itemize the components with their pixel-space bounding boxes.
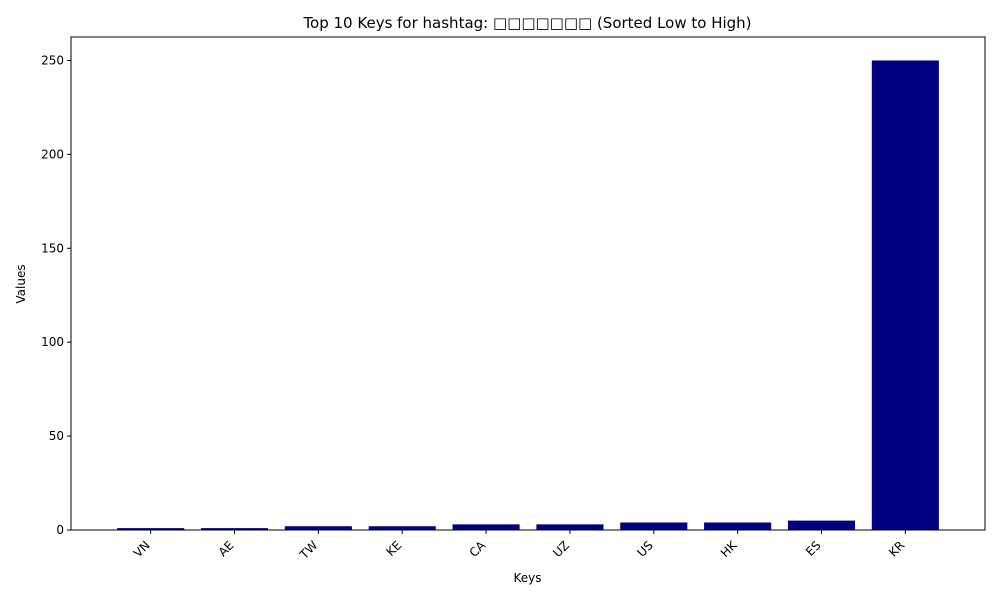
x-tick-label-ke: KE bbox=[384, 538, 405, 559]
y-tick-label: 50 bbox=[49, 429, 64, 443]
y-tick-label: 100 bbox=[41, 335, 64, 349]
plot-area: 0 50 100 150 200 250 VN AE TW KE CA UZ US HK ES KR bbox=[41, 36, 986, 562]
bar-ke bbox=[368, 526, 436, 530]
y-tick-label: 250 bbox=[41, 53, 64, 67]
y-tick-label: 150 bbox=[41, 241, 64, 255]
x-tick-label-es: ES bbox=[803, 538, 824, 559]
y-tick-label: 0 bbox=[56, 523, 64, 537]
y-tick-label: 200 bbox=[41, 147, 64, 161]
x-tick-label-kr: KR bbox=[886, 538, 907, 559]
x-tick-label-tw: TW bbox=[296, 538, 320, 562]
x-tick-label-us: US bbox=[634, 538, 656, 560]
bar-ae bbox=[200, 528, 269, 530]
x-axis-label: Keys bbox=[513, 571, 541, 585]
axes-frame bbox=[70, 36, 986, 531]
bar-us bbox=[620, 522, 688, 530]
bar-kr bbox=[871, 60, 939, 530]
x-tick-label-uz: UZ bbox=[550, 538, 572, 560]
y-axis-label: Values bbox=[14, 264, 28, 303]
bar-ca bbox=[452, 524, 520, 530]
bar-es bbox=[787, 520, 856, 530]
x-tick-label-vn: VN bbox=[131, 538, 153, 560]
bar-vn bbox=[117, 528, 185, 530]
bar-uz bbox=[536, 524, 604, 530]
chart-title: Top 10 Keys for hashtag: □□□□□□□ (Sorted… bbox=[302, 14, 751, 32]
bar-tw bbox=[284, 526, 352, 530]
bar-hk bbox=[704, 522, 772, 530]
x-tick-label-ae: AE bbox=[216, 538, 237, 559]
x-tick-label-hk: HK bbox=[718, 537, 741, 560]
x-tick-label-ca: CA bbox=[467, 538, 489, 560]
